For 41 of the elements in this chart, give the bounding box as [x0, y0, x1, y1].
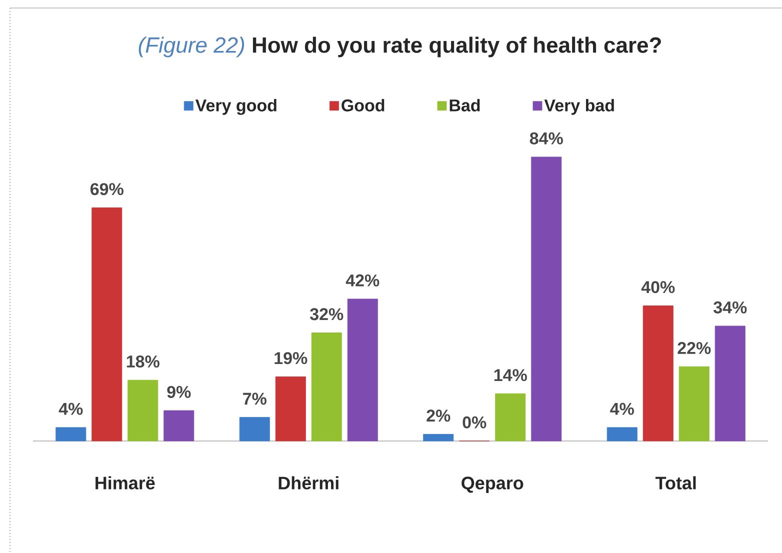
- data-label: 0%: [462, 416, 486, 428]
- bar: [347, 298, 378, 442]
- bar: [311, 332, 342, 442]
- legend-label: Very bad: [544, 98, 614, 115]
- bar: [606, 427, 638, 442]
- bar: [423, 434, 454, 442]
- legend-label: Very good: [195, 98, 276, 115]
- data-label: 9%: [167, 386, 191, 398]
- bar: [56, 427, 86, 442]
- data-label: 69%: [90, 183, 124, 196]
- x-tick-label: Total: [656, 476, 696, 490]
- data-label: 7%: [243, 392, 266, 405]
- x-tick-label: Qeparo: [462, 476, 524, 493]
- legend-label: Good: [342, 98, 384, 112]
- bar: [714, 326, 746, 442]
- data-label: 14%: [494, 369, 527, 382]
- bar: [164, 410, 194, 442]
- bar: [531, 156, 562, 442]
- data-label: 84%: [530, 132, 563, 144]
- data-label: 42%: [346, 274, 380, 286]
- data-label: 22%: [678, 342, 711, 354]
- bar: [239, 417, 270, 442]
- bar: [678, 366, 710, 442]
- bar: [128, 380, 158, 442]
- bar: [495, 393, 526, 442]
- data-label: 18%: [126, 356, 160, 368]
- x-tick-label: Dhërmi: [278, 476, 338, 490]
- data-label: 32%: [310, 308, 344, 320]
- bar: [92, 207, 122, 442]
- data-label: 4%: [610, 402, 634, 415]
- bar: [642, 306, 674, 442]
- data-label: 19%: [274, 352, 308, 364]
- data-label: 34%: [714, 301, 747, 314]
- legend-label: Bad: [450, 98, 480, 112]
- data-label: 4%: [58, 402, 83, 415]
- chart-title: How do you rate quality of health care?: [252, 36, 661, 58]
- data-label: 40%: [641, 281, 675, 294]
- x-tick-label: Himarë: [96, 476, 155, 490]
- bar: [275, 376, 306, 442]
- text: (Figure 22): [138, 36, 244, 58]
- data-label: 2%: [426, 410, 450, 422]
